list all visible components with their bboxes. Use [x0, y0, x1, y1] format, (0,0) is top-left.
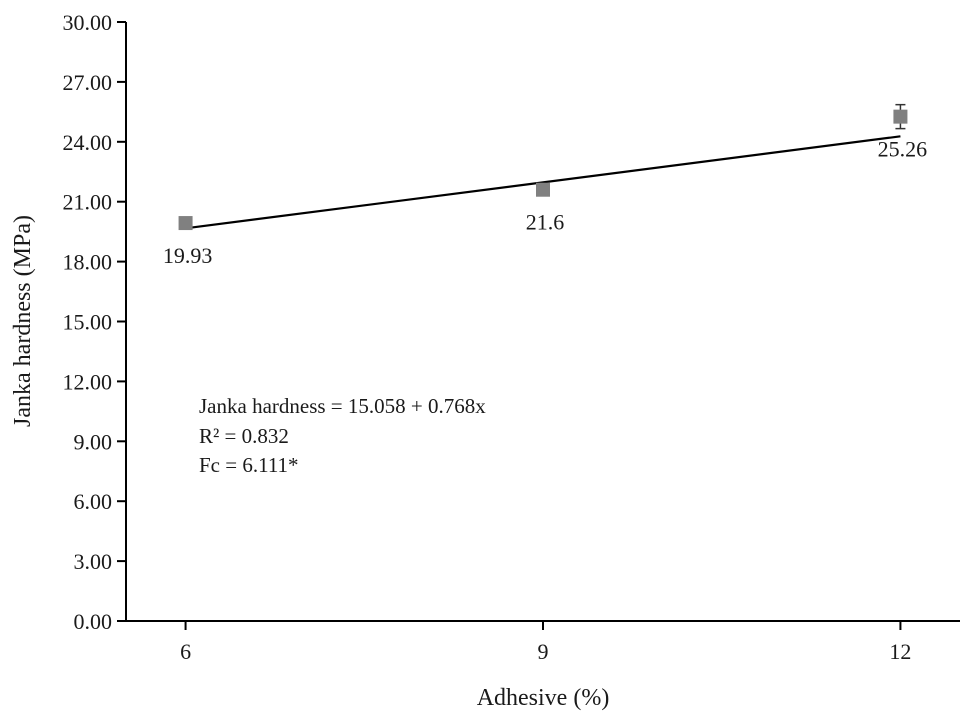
y-axis-title: Janka hardness (MPa): [10, 215, 36, 427]
y-tick-label: 27.00: [63, 70, 113, 95]
data-label: 19.93: [163, 243, 213, 268]
x-tick-label: 6: [180, 639, 191, 664]
y-tick-label: 9.00: [74, 429, 113, 454]
data-label: 25.26: [878, 137, 928, 162]
f-statistic: Fc = 6.111*: [199, 453, 299, 477]
y-tick-label: 18.00: [63, 250, 113, 275]
y-tick-label: 3.00: [74, 549, 113, 574]
y-tick-label: 24.00: [63, 130, 113, 155]
regression-annotation: Janka hardness = 15.058 + 0.768x R² = 0.…: [199, 394, 486, 477]
regression-equation: Janka hardness = 15.058 + 0.768x: [199, 394, 486, 418]
data-point: [536, 182, 550, 197]
data-point: [893, 109, 908, 124]
data-points: [178, 103, 908, 231]
y-tick-label: 12.00: [63, 369, 113, 394]
x-axis-title: Adhesive (%): [477, 685, 610, 711]
axes: [125, 22, 960, 622]
data-labels: 19.93 21.6 25.26: [163, 137, 927, 268]
x-tick-label: 9: [538, 639, 549, 664]
y-tick-label: 0.00: [74, 609, 113, 634]
data-label: 21.6: [526, 210, 565, 235]
data-point: [178, 216, 193, 231]
y-tick-label: 6.00: [74, 489, 113, 514]
r-squared: R² = 0.832: [199, 424, 289, 448]
y-ticks: 0.00 3.00 6.00 9.00 12.00 15.00 18.00 21.00 24.0…: [63, 10, 126, 634]
x-tick-label: 12: [889, 639, 911, 664]
y-tick-label: 30.00: [63, 10, 113, 35]
y-tick-label: 15.00: [63, 310, 113, 335]
trendline: [185, 135, 901, 230]
x-ticks: 6 9 12: [180, 621, 911, 664]
y-tick-label: 21.00: [63, 190, 113, 215]
trendline-group: [185, 135, 901, 230]
